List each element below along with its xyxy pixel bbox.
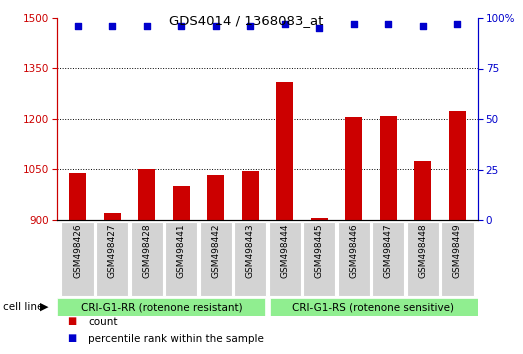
Text: GSM498446: GSM498446 <box>349 223 358 278</box>
Bar <box>268 222 301 296</box>
Text: GSM498443: GSM498443 <box>246 223 255 278</box>
Bar <box>345 117 362 220</box>
Bar <box>234 222 266 296</box>
Point <box>418 23 427 29</box>
Text: GSM498442: GSM498442 <box>211 223 220 278</box>
Text: GSM498445: GSM498445 <box>315 223 324 278</box>
Text: GDS4014 / 1368083_at: GDS4014 / 1368083_at <box>168 14 323 27</box>
Text: CRI-G1-RR (rotenone resistant): CRI-G1-RR (rotenone resistant) <box>82 302 243 312</box>
Text: percentile rank within the sample: percentile rank within the sample <box>88 335 264 344</box>
Bar <box>337 222 370 296</box>
Text: count: count <box>88 317 118 327</box>
Text: GSM498428: GSM498428 <box>142 223 151 278</box>
Bar <box>131 222 163 296</box>
Bar <box>276 82 293 220</box>
Text: ▶: ▶ <box>40 302 48 312</box>
Text: GSM498449: GSM498449 <box>453 223 462 278</box>
Bar <box>372 222 404 296</box>
Text: GSM498447: GSM498447 <box>384 223 393 278</box>
Bar <box>311 218 328 220</box>
Point <box>280 21 289 27</box>
Bar <box>69 173 86 220</box>
Point <box>177 23 186 29</box>
Text: cell line: cell line <box>3 302 43 312</box>
Bar <box>242 171 259 220</box>
Bar <box>380 116 397 220</box>
Text: ■: ■ <box>67 316 77 326</box>
Text: GSM498426: GSM498426 <box>73 223 82 278</box>
Bar <box>173 186 190 220</box>
Bar <box>406 222 439 296</box>
Bar <box>62 222 94 296</box>
Bar <box>207 175 224 220</box>
Point <box>143 23 151 29</box>
Bar <box>57 298 265 316</box>
Bar <box>449 110 466 220</box>
Point <box>212 23 220 29</box>
Text: GSM498427: GSM498427 <box>108 223 117 278</box>
Text: GSM498448: GSM498448 <box>418 223 427 278</box>
Point <box>453 21 461 27</box>
Bar <box>165 222 198 296</box>
Point <box>384 21 392 27</box>
Point <box>315 25 323 31</box>
Point <box>108 23 117 29</box>
Text: CRI-G1-RS (rotenone sensitive): CRI-G1-RS (rotenone sensitive) <box>292 302 454 312</box>
Bar <box>104 213 121 220</box>
Text: ■: ■ <box>67 333 77 343</box>
Bar <box>303 222 335 296</box>
Text: GSM498441: GSM498441 <box>177 223 186 278</box>
Point <box>349 21 358 27</box>
Bar <box>414 161 431 220</box>
Bar <box>199 222 232 296</box>
Bar <box>138 170 155 220</box>
Point <box>74 23 82 29</box>
Bar <box>269 298 478 316</box>
Bar <box>441 222 473 296</box>
Text: GSM498444: GSM498444 <box>280 223 289 278</box>
Bar <box>96 222 129 296</box>
Point <box>246 23 254 29</box>
